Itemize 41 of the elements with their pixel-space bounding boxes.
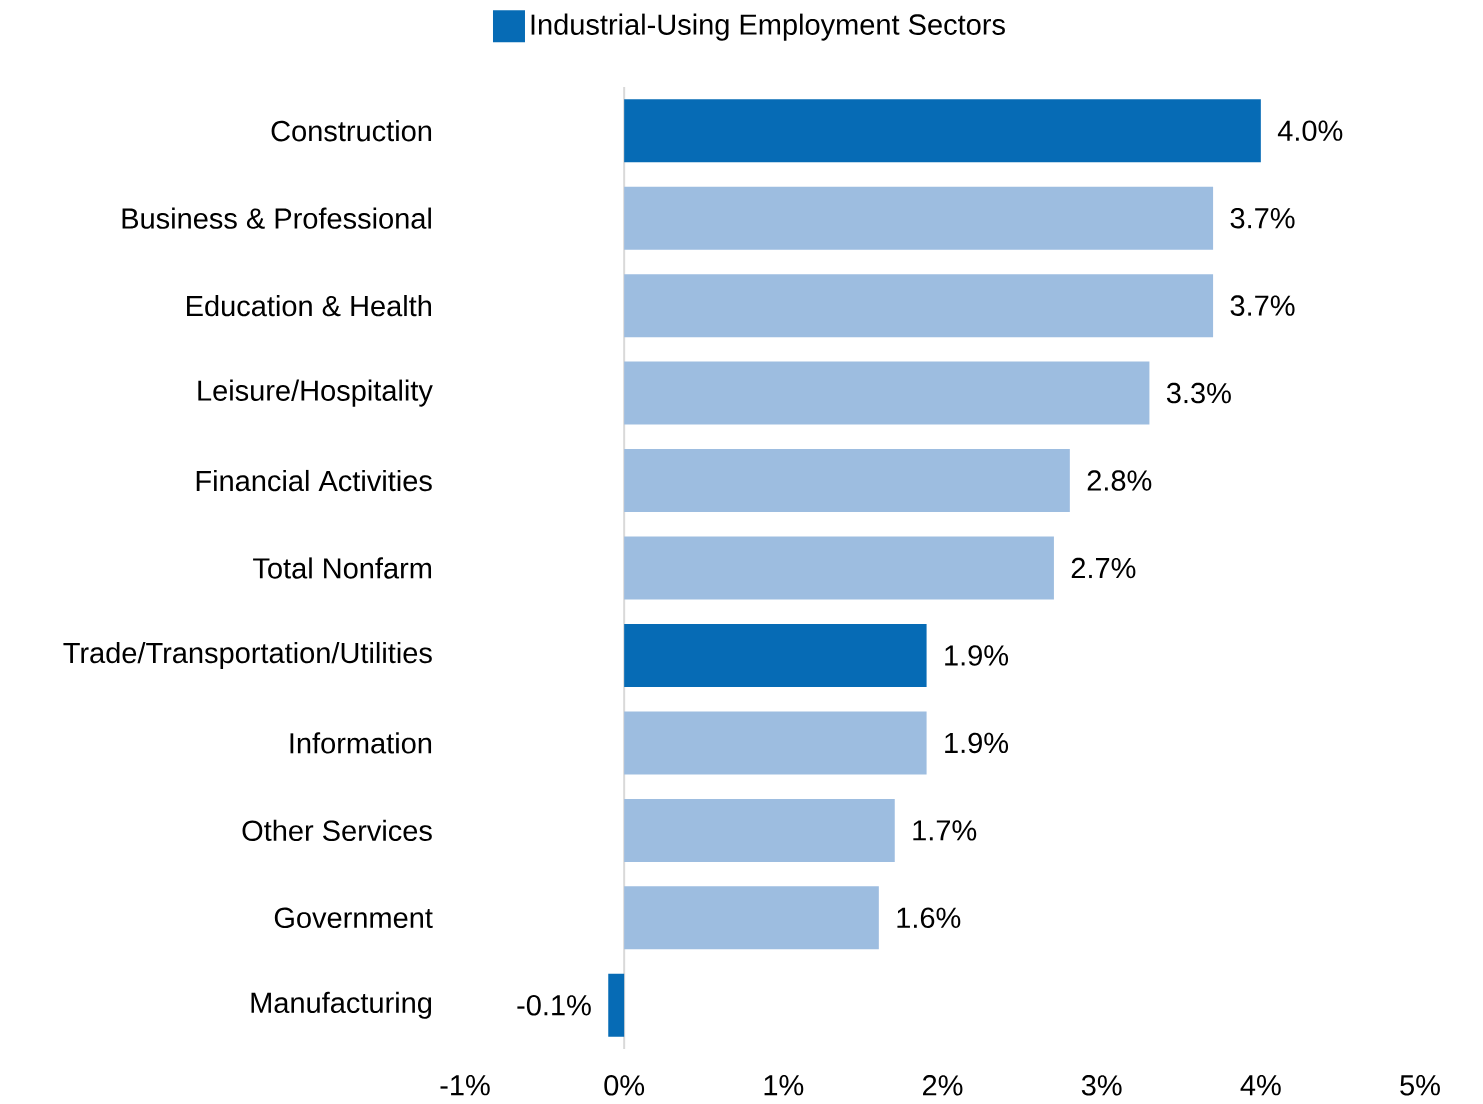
data-label: 1.7% [913, 820, 977, 841]
data-label: 4.0% [1277, 120, 1343, 141]
bar [624, 99, 1261, 163]
x-tick-label: 1% [764, 1075, 804, 1096]
y-tick-label: Other Services [242, 819, 432, 842]
y-tick-label: Education & Health [187, 295, 431, 317]
bar [624, 711, 927, 775]
x-tick-label: 4% [1240, 1075, 1281, 1096]
bar [624, 536, 1054, 600]
y-tick-label: Leisure/Hospitality [198, 379, 433, 407]
x-tick-label: 0% [604, 1075, 645, 1096]
data-label: 1.6% [897, 907, 961, 929]
data-label: 3.7% [1230, 207, 1295, 229]
data-label: 3.3% [1166, 382, 1231, 404]
y-tick-label: Manufacturing [251, 991, 432, 1019]
data-label: 2.7% [1071, 557, 1136, 579]
y-tick-label: Total Nonfarm [253, 557, 432, 579]
bar [624, 186, 1214, 250]
x-tick-label: -1% [440, 1075, 490, 1096]
data-label: 2.8% [1087, 470, 1152, 491]
bar [608, 973, 625, 1037]
legend-label: Industrial-Using Employment Sectors [531, 13, 1005, 41]
data-label: -0.1% [517, 995, 591, 1016]
y-tick-label: Trade/Transportation/Utilities [63, 641, 432, 669]
data-label: 1.9% [945, 732, 1009, 754]
y-tick-label: Financial Activities [196, 469, 432, 492]
x-tick-label: 2% [923, 1075, 963, 1096]
y-tick-label: Information [290, 732, 432, 754]
data-label: 3.7% [1230, 295, 1295, 316]
y-tick-label: Business & Professional [122, 207, 431, 229]
bar [624, 798, 895, 862]
x-tick-label: 3% [1081, 1075, 1122, 1096]
y-tick-label: Government [274, 907, 433, 929]
bar [624, 886, 879, 950]
data-label: 1.9% [945, 645, 1009, 666]
y-tick-label: Construction [271, 120, 432, 142]
bar [624, 361, 1150, 425]
bar [624, 623, 927, 687]
bar [624, 449, 1070, 513]
x-tick-label: 5% [1400, 1075, 1440, 1096]
bar [624, 274, 1214, 338]
